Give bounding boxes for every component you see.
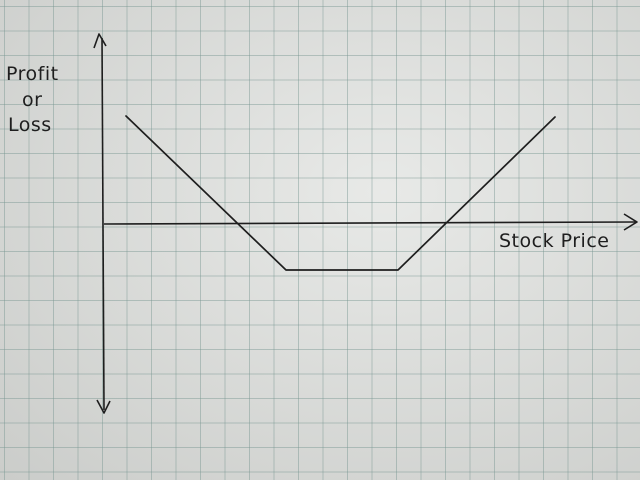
x-axis-label: Stock Price: [499, 230, 609, 252]
y-axis-arrow-down-icon: [96, 399, 111, 414]
y-axis-arrow-up-icon: [93, 33, 107, 49]
payoff-line: [125, 115, 556, 271]
x-axis: [103, 221, 637, 225]
y-axis-label-line-3: Loss: [8, 114, 52, 136]
y-axis-label-line-2: or: [22, 89, 42, 111]
x-axis-arrow-right-icon: [623, 213, 638, 231]
y-axis: [101, 37, 105, 411]
y-axis-label-line-1: Profit: [6, 63, 59, 85]
